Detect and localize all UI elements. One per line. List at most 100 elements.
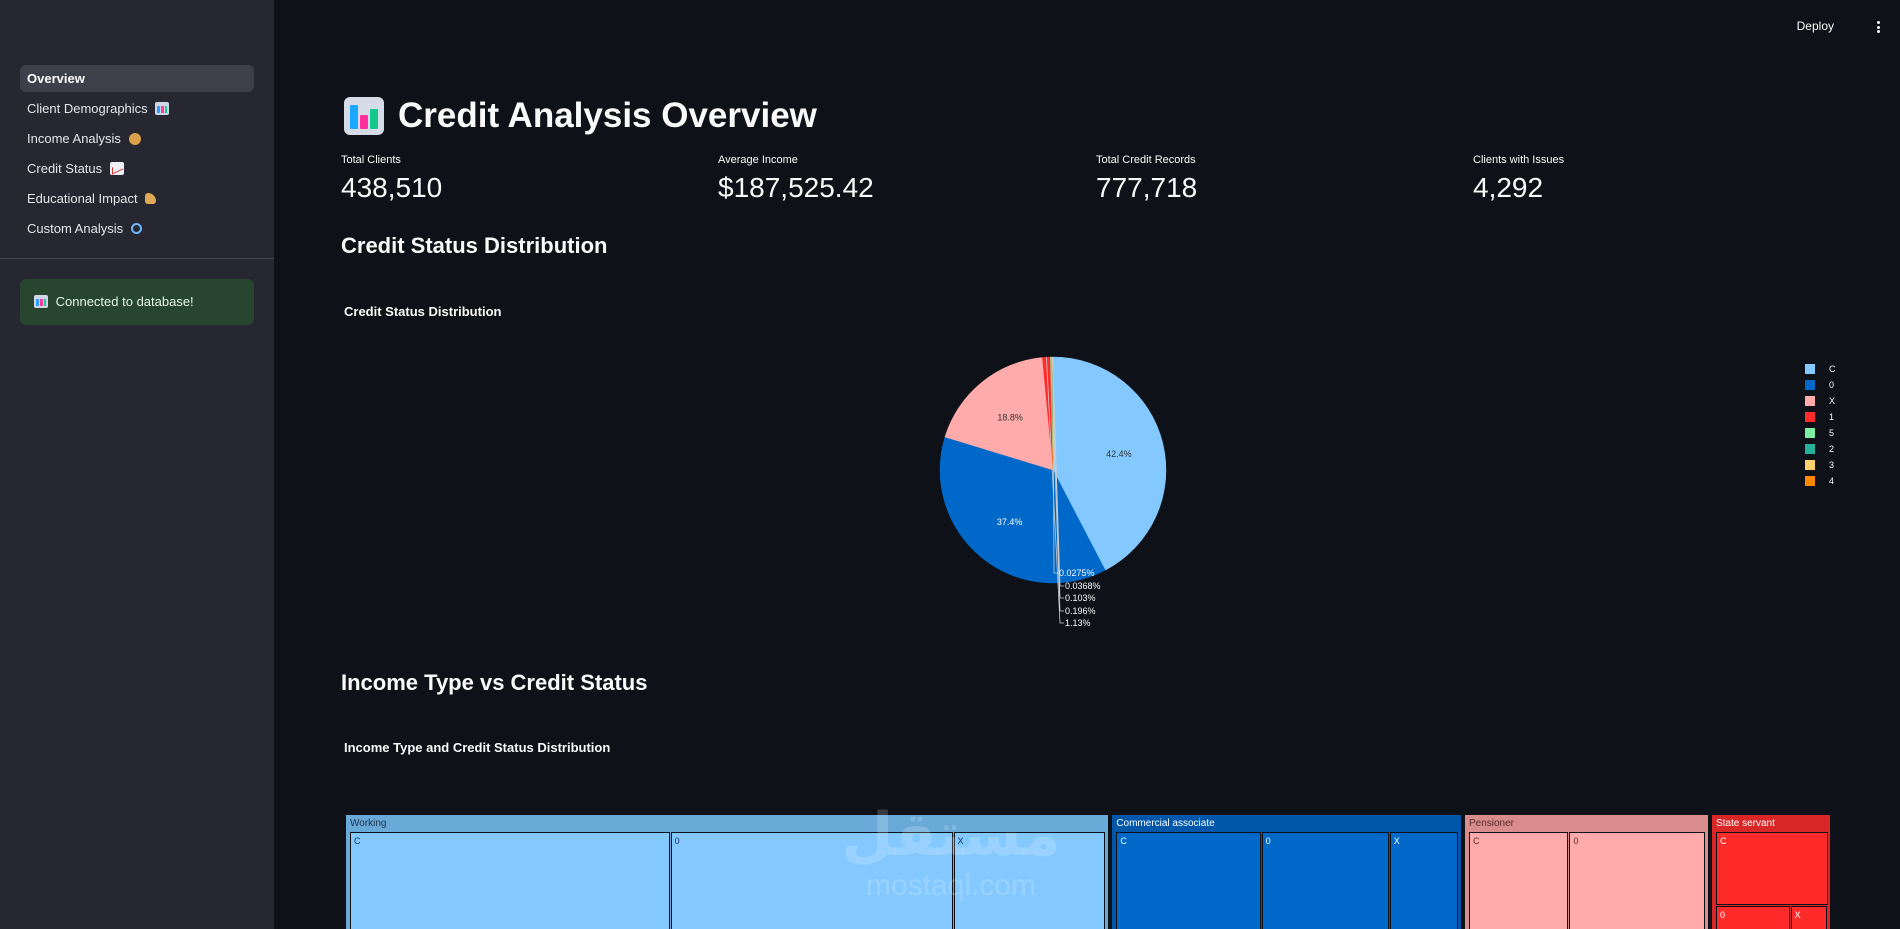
legend-item-C[interactable]: C <box>1805 364 1836 380</box>
treemap-cell[interactable]: 0 <box>1261 832 1389 929</box>
treemap-cell-label: C <box>1472 836 1480 846</box>
legend-label: 3 <box>1829 460 1835 470</box>
legend-swatch <box>1805 476 1815 486</box>
legend-item-3[interactable]: 3 <box>1805 460 1836 476</box>
treemap-cell-label: 0 <box>674 836 680 846</box>
main-menu-icon[interactable] <box>1877 21 1881 33</box>
sidebar-item-credit-status[interactable]: Credit Status <box>20 155 254 182</box>
pie-callout-line <box>1051 356 1064 599</box>
sidebar-item-label: Overview <box>27 71 85 86</box>
pie-chart-title: Credit Status Distribution <box>344 304 502 319</box>
treemap-cell[interactable]: C <box>350 832 670 929</box>
income-credit-treemap[interactable]: Working C 0 X Commercial associate C 0 X Pension… <box>345 814 1833 929</box>
legend-item-0[interactable]: 0 <box>1805 380 1836 396</box>
page-title: Credit Analysis Overview <box>398 96 817 135</box>
treemap-group[interactable]: State servant C 0 X <box>1710 814 1831 929</box>
metric-total-credit-records: Total Credit Records 777,718 <box>1096 154 1197 204</box>
treemap-group-label: Commercial associate <box>1116 818 1215 829</box>
treemap-group[interactable]: Working C 0 X <box>345 814 1110 929</box>
legend-item-X[interactable]: X <box>1805 396 1836 412</box>
legend-swatch <box>1805 428 1815 438</box>
pie-callout-line <box>1046 357 1064 624</box>
legend-item-1[interactable]: 1 <box>1805 412 1836 428</box>
pie-slice-X[interactable] <box>944 357 1054 471</box>
pie-data-label: 0.103% <box>1065 593 1096 603</box>
metric-value: 777,718 <box>1096 172 1198 203</box>
pie-legend: C 0 X 1 5 2 3 4 <box>1805 364 1836 492</box>
metric-value: 438,510 <box>341 172 443 203</box>
deploy-button[interactable]: Deploy <box>1796 19 1834 33</box>
chart-increasing-icon <box>109 162 124 176</box>
pie-slice-C[interactable] <box>1052 356 1167 571</box>
metric-label: Total Clients <box>341 154 401 166</box>
legend-swatch <box>1805 364 1815 374</box>
legend-item-5[interactable]: 5 <box>1805 428 1836 444</box>
bar-chart-icon <box>155 102 170 116</box>
credit-status-pie-chart[interactable]: 42.4% 37.4% 18.8% 1.13% 0.196% 0.103% 0.0368% 0… <box>900 330 1200 640</box>
treemap-cell-label: 0 <box>1719 910 1725 920</box>
treemap-cell[interactable]: X <box>1790 906 1827 929</box>
section-heading-income-type: Income Type vs Credit Status <box>341 670 648 695</box>
pie-data-label: 37.4% <box>997 517 1023 527</box>
metric-label: Total Credit Records <box>1096 154 1196 166</box>
treemap-cell-label: X <box>957 836 964 846</box>
sidebar-item-client-demographics[interactable]: Client Demographics <box>20 95 254 122</box>
metric-value: $187,525.42 <box>718 172 874 203</box>
treemap-group-label: Pensioner <box>1468 818 1514 829</box>
metric-label: Clients with Issues <box>1473 154 1565 166</box>
legend-item-4[interactable]: 4 <box>1805 476 1836 492</box>
sidebar-item-custom-analysis[interactable]: Custom Analysis <box>20 215 254 242</box>
treemap-cell[interactable]: X <box>1389 832 1458 929</box>
treemap-cell-label: C <box>354 836 361 846</box>
treemap-cell[interactable]: 0 <box>670 832 953 929</box>
legend-label: X <box>1829 396 1836 406</box>
metric-clients-with-issues: Clients with Issues 4,292 <box>1473 154 1564 204</box>
treemap-cell-label: X <box>1393 836 1400 846</box>
legend-swatch <box>1805 444 1815 454</box>
legend-label: 5 <box>1829 428 1835 438</box>
treemap-cell[interactable]: C <box>1468 832 1569 929</box>
sidebar-item-overview[interactable]: Overview <box>20 65 254 92</box>
treemap-cell[interactable]: 0 <box>1715 906 1790 929</box>
treemap-group-label: Working <box>350 818 387 829</box>
treemap-cell-label: C <box>1719 836 1727 846</box>
legend-item-2[interactable]: 2 <box>1805 444 1836 460</box>
pie-data-label: 0.196% <box>1065 606 1096 616</box>
pie-data-label: 0.0368% <box>1065 581 1101 591</box>
treemap-cell[interactable]: 0 <box>1569 832 1705 929</box>
legend-label: 1 <box>1829 412 1835 422</box>
treemap-cell[interactable]: X <box>953 832 1106 929</box>
treemap-cell[interactable]: C <box>1116 832 1261 929</box>
treemap-group[interactable]: Commercial associate C 0 X <box>1111 814 1462 929</box>
pie-callout-line <box>1052 356 1064 587</box>
legend-swatch <box>1805 380 1815 390</box>
sidebar: Overview Client Demographics Income Anal… <box>0 0 274 929</box>
metric-average-income: Average Income $187,525.42 <box>718 154 874 204</box>
bar-chart-icon <box>34 295 48 309</box>
metric-label: Average Income <box>718 154 798 166</box>
pointing-hand-icon <box>145 193 157 205</box>
sidebar-divider <box>0 258 274 259</box>
db-status-alert: Connected to database! <box>20 279 254 325</box>
treemap-cell-label: X <box>1794 910 1801 920</box>
treemap-group[interactable]: Pensioner C 0 <box>1463 814 1709 929</box>
sidebar-item-label: Income Analysis <box>27 131 121 146</box>
pie-callout-line <box>1052 356 1058 574</box>
sidebar-item-label: Custom Analysis <box>27 221 124 236</box>
db-status-text: Connected to database! <box>55 294 194 309</box>
pie-data-label: 42.4% <box>1106 449 1132 459</box>
treemap-title: Income Type and Credit Status Distributi… <box>344 740 611 755</box>
sidebar-item-label: Educational Impact <box>27 191 138 206</box>
sidebar-item-label: Credit Status <box>27 161 103 176</box>
sidebar-nav: Overview Client Demographics Income Anal… <box>20 65 254 245</box>
sidebar-item-label: Client Demographics <box>27 101 148 116</box>
sidebar-item-income-analysis[interactable]: Income Analysis <box>20 125 254 152</box>
metric-value: 4,292 <box>1473 172 1544 203</box>
sidebar-item-educational-impact[interactable]: Educational Impact <box>20 185 254 212</box>
treemap-cell-label: 0 <box>1573 836 1579 846</box>
legend-label: 0 <box>1829 380 1835 390</box>
pie-slice-0[interactable] <box>939 436 1106 584</box>
legend-label: 4 <box>1829 476 1835 486</box>
legend-label: C <box>1829 364 1836 374</box>
treemap-cell[interactable]: C <box>1715 832 1828 905</box>
